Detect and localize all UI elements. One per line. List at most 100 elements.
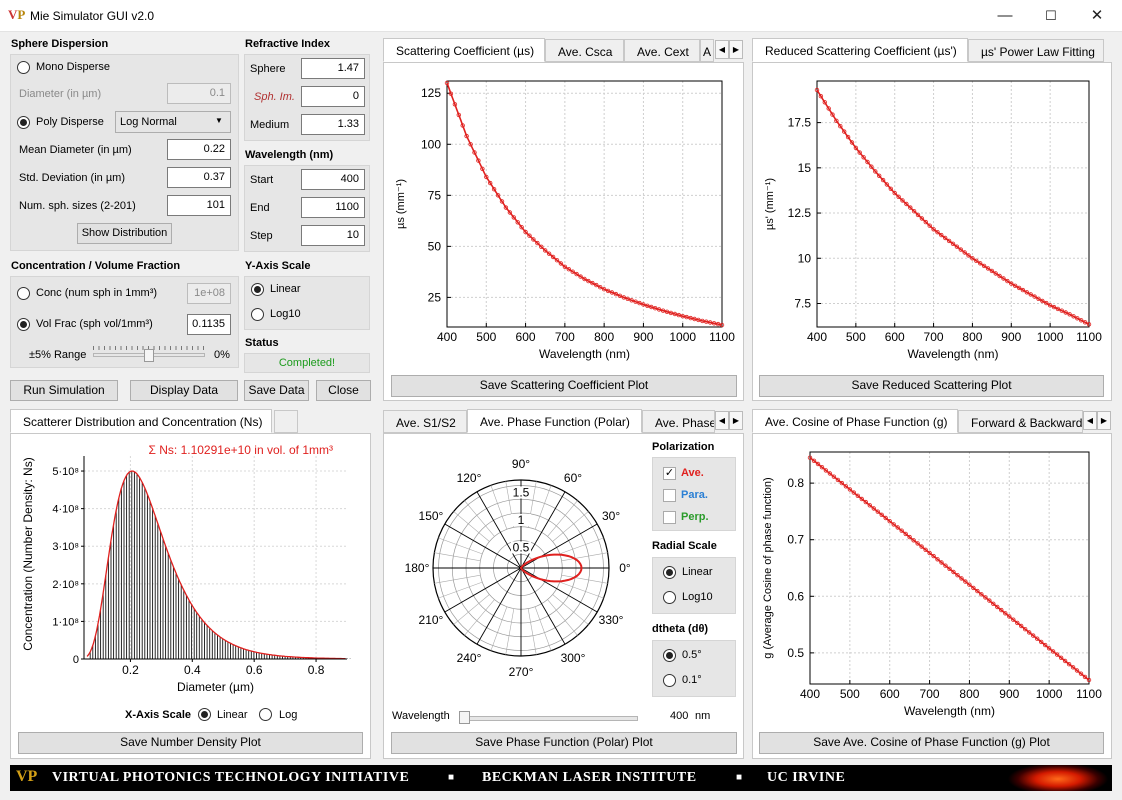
data-point [871, 506, 876, 511]
range-slider[interactable] [93, 344, 205, 362]
phase-wavelength-thumb[interactable] [459, 711, 470, 724]
run-simulation-button[interactable]: Run Simulation [10, 380, 118, 401]
perp-checkbox[interactable] [663, 511, 676, 524]
step-wavelength-input[interactable]: 10 [301, 225, 365, 246]
distribution-select[interactable]: Log Normal ▼ [115, 111, 231, 133]
x-tick-label: 500 [846, 330, 866, 344]
para-checkbox[interactable] [663, 489, 676, 502]
save-phase-plot-button[interactable]: Save Phase Function (Polar) Plot [391, 732, 737, 754]
data-point [942, 235, 948, 241]
save-data-button[interactable]: Save Data [244, 380, 309, 401]
dtheta-01-radio[interactable] [663, 674, 676, 687]
poly-disperse-radio[interactable] [17, 116, 30, 129]
phase-tab-scroll-right-icon[interactable]: ▶ [729, 411, 743, 430]
xaxis-linear-radio[interactable] [198, 708, 211, 721]
close-button[interactable]: Close [316, 380, 371, 401]
radial-log-radio[interactable] [663, 591, 676, 604]
tab-scroll-left-icon[interactable]: ◀ [715, 40, 729, 59]
data-point [943, 563, 948, 568]
num-sizes-input[interactable]: 101 [167, 195, 231, 216]
volfrac-input[interactable]: 0.1135 [187, 314, 231, 335]
data-point [865, 159, 870, 165]
phase-tab-scroll-left-icon[interactable]: ◀ [715, 411, 729, 430]
diameter-input[interactable]: 0.1 [167, 83, 231, 104]
g-tab-scroll-right-icon[interactable]: ▶ [1097, 411, 1111, 430]
data-point [539, 244, 544, 249]
tab-ave-s1s2[interactable]: Ave. S1/S2 [383, 410, 467, 433]
tab-scroll-right-icon[interactable]: ▶ [729, 40, 743, 59]
dtheta-05-radio[interactable] [663, 649, 676, 662]
save-scattering-plot-button[interactable]: Save Scattering Coefficient Plot [391, 375, 737, 397]
tab-forward-backward[interactable]: Forward & Backward [958, 410, 1083, 433]
tab-scattering-coefficient[interactable]: Scattering Coefficient (µs) [383, 38, 545, 62]
tab-ave-csca[interactable]: Ave. Csca [545, 39, 624, 62]
yaxis-linear-radio[interactable] [251, 283, 264, 296]
save-reduced-plot-button[interactable]: Save Reduced Scattering Plot [759, 375, 1104, 397]
data-point [947, 566, 952, 571]
xaxis-log-radio[interactable] [259, 708, 272, 721]
show-distribution-button[interactable]: Show Distribution [77, 223, 172, 244]
y-tick-label: 50 [428, 239, 442, 253]
data-point [1028, 292, 1033, 297]
close-window-button[interactable]: ✕ [1090, 7, 1104, 24]
y-tick-label: 10 [798, 251, 812, 265]
display-data-button[interactable]: Display Data [130, 380, 238, 401]
data-point [1003, 611, 1008, 616]
data-point [1075, 316, 1080, 321]
data-point [1058, 655, 1064, 660]
medium-index-input[interactable]: 1.33 [301, 114, 365, 135]
tab-power-law-fitting[interactable]: µs' Power Law Fitting [968, 39, 1104, 62]
sph-im-label: Sph. Im. [254, 91, 295, 103]
phase-wavelength-slider[interactable] [459, 716, 638, 721]
data-point [1082, 320, 1088, 325]
mean-diameter-input[interactable]: 0.22 [167, 139, 231, 160]
data-point [818, 94, 824, 99]
tab-phase-polar[interactable]: Ave. Phase Function (Polar) [467, 409, 642, 433]
minimize-button[interactable]: — [997, 7, 1013, 24]
xaxis-log-label: Log [279, 709, 298, 721]
x-tick-label: 600 [885, 330, 905, 344]
tab-truncated[interactable]: A [700, 39, 714, 62]
mono-disperse-radio[interactable] [17, 61, 30, 74]
tab-ave-cext[interactable]: Ave. Cext [624, 39, 700, 62]
end-wavelength-input[interactable]: 1100 [301, 197, 365, 218]
tab-scatterer-distribution[interactable]: Scatterer Distribution and Concentration… [10, 409, 272, 433]
y-tick-label: 100 [421, 137, 441, 151]
tab-reduced-scattering[interactable]: Reduced Scattering Coefficient (µs') [752, 38, 968, 62]
data-point [692, 316, 697, 322]
sphere-index-input[interactable]: 1.47 [301, 58, 365, 79]
conc-input[interactable]: 1e+08 [187, 283, 231, 304]
slider-thumb[interactable] [144, 349, 154, 362]
angular-grid-line [434, 552, 481, 562]
std-deviation-input[interactable]: 0.37 [167, 167, 231, 188]
data-point [900, 198, 905, 203]
maximize-button[interactable]: ☐ [1045, 8, 1057, 23]
x-axis-label: Wavelength (nm) [539, 347, 630, 361]
tab-ave-cosine[interactable]: Ave. Cosine of Phase Function (g) [752, 409, 958, 433]
g-tab-scroll-left-icon[interactable]: ◀ [1083, 411, 1097, 430]
data-point [971, 585, 976, 591]
data-series-line [816, 89, 1090, 326]
data-point [1020, 287, 1026, 293]
tab-ave-phase[interactable]: Ave. Phase [642, 410, 715, 433]
data-point [1070, 665, 1076, 670]
sph-im-input[interactable]: 0 [301, 86, 365, 107]
x-axis-label: Wavelength (nm) [908, 347, 999, 361]
tab-empty[interactable] [274, 410, 298, 433]
para-label: Para. [681, 489, 708, 501]
x-tick-label: 800 [959, 687, 979, 701]
data-point [1035, 636, 1040, 641]
data-point [542, 248, 548, 253]
yaxis-log-radio[interactable] [251, 308, 264, 321]
yaxis-scale-group [244, 276, 370, 330]
angle-label: 180° [405, 561, 430, 575]
volfrac-radio[interactable] [17, 318, 30, 331]
radial-linear-radio[interactable] [663, 566, 676, 579]
x-tick-label: 1000 [1036, 687, 1063, 701]
conc-radio[interactable] [17, 287, 30, 300]
ave-checkbox[interactable]: ✓ [663, 467, 676, 480]
save-number-density-button[interactable]: Save Number Density Plot [18, 732, 363, 754]
save-g-plot-button[interactable]: Save Ave. Cosine of Phase Function (g) P… [759, 732, 1104, 754]
start-wavelength-input[interactable]: 400 [301, 169, 365, 190]
x-tick-label: 900 [1001, 330, 1021, 344]
